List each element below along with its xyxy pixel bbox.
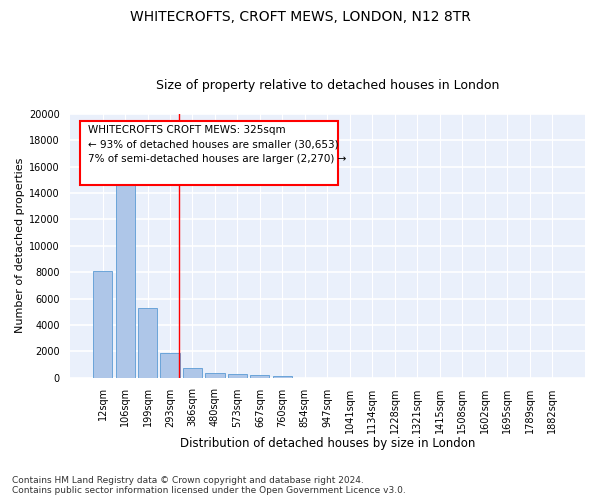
Text: WHITECROFTS CROFT MEWS: 325sqm
← 93% of detached houses are smaller (30,653)
7% : WHITECROFTS CROFT MEWS: 325sqm ← 93% of … xyxy=(88,124,346,164)
Text: WHITECROFTS, CROFT MEWS, LONDON, N12 8TR: WHITECROFTS, CROFT MEWS, LONDON, N12 8TR xyxy=(130,10,470,24)
Title: Size of property relative to detached houses in London: Size of property relative to detached ho… xyxy=(155,79,499,92)
FancyBboxPatch shape xyxy=(80,120,338,185)
Text: Contains HM Land Registry data © Crown copyright and database right 2024.
Contai: Contains HM Land Registry data © Crown c… xyxy=(12,476,406,495)
Bar xyxy=(273,376,292,378)
Bar xyxy=(116,160,134,378)
Bar xyxy=(183,368,202,378)
Bar xyxy=(250,375,269,378)
Bar xyxy=(138,308,157,378)
Bar xyxy=(160,353,179,378)
Bar xyxy=(205,373,224,378)
Y-axis label: Number of detached properties: Number of detached properties xyxy=(15,158,25,334)
Bar xyxy=(228,374,247,378)
Bar xyxy=(93,271,112,378)
X-axis label: Distribution of detached houses by size in London: Distribution of detached houses by size … xyxy=(179,437,475,450)
